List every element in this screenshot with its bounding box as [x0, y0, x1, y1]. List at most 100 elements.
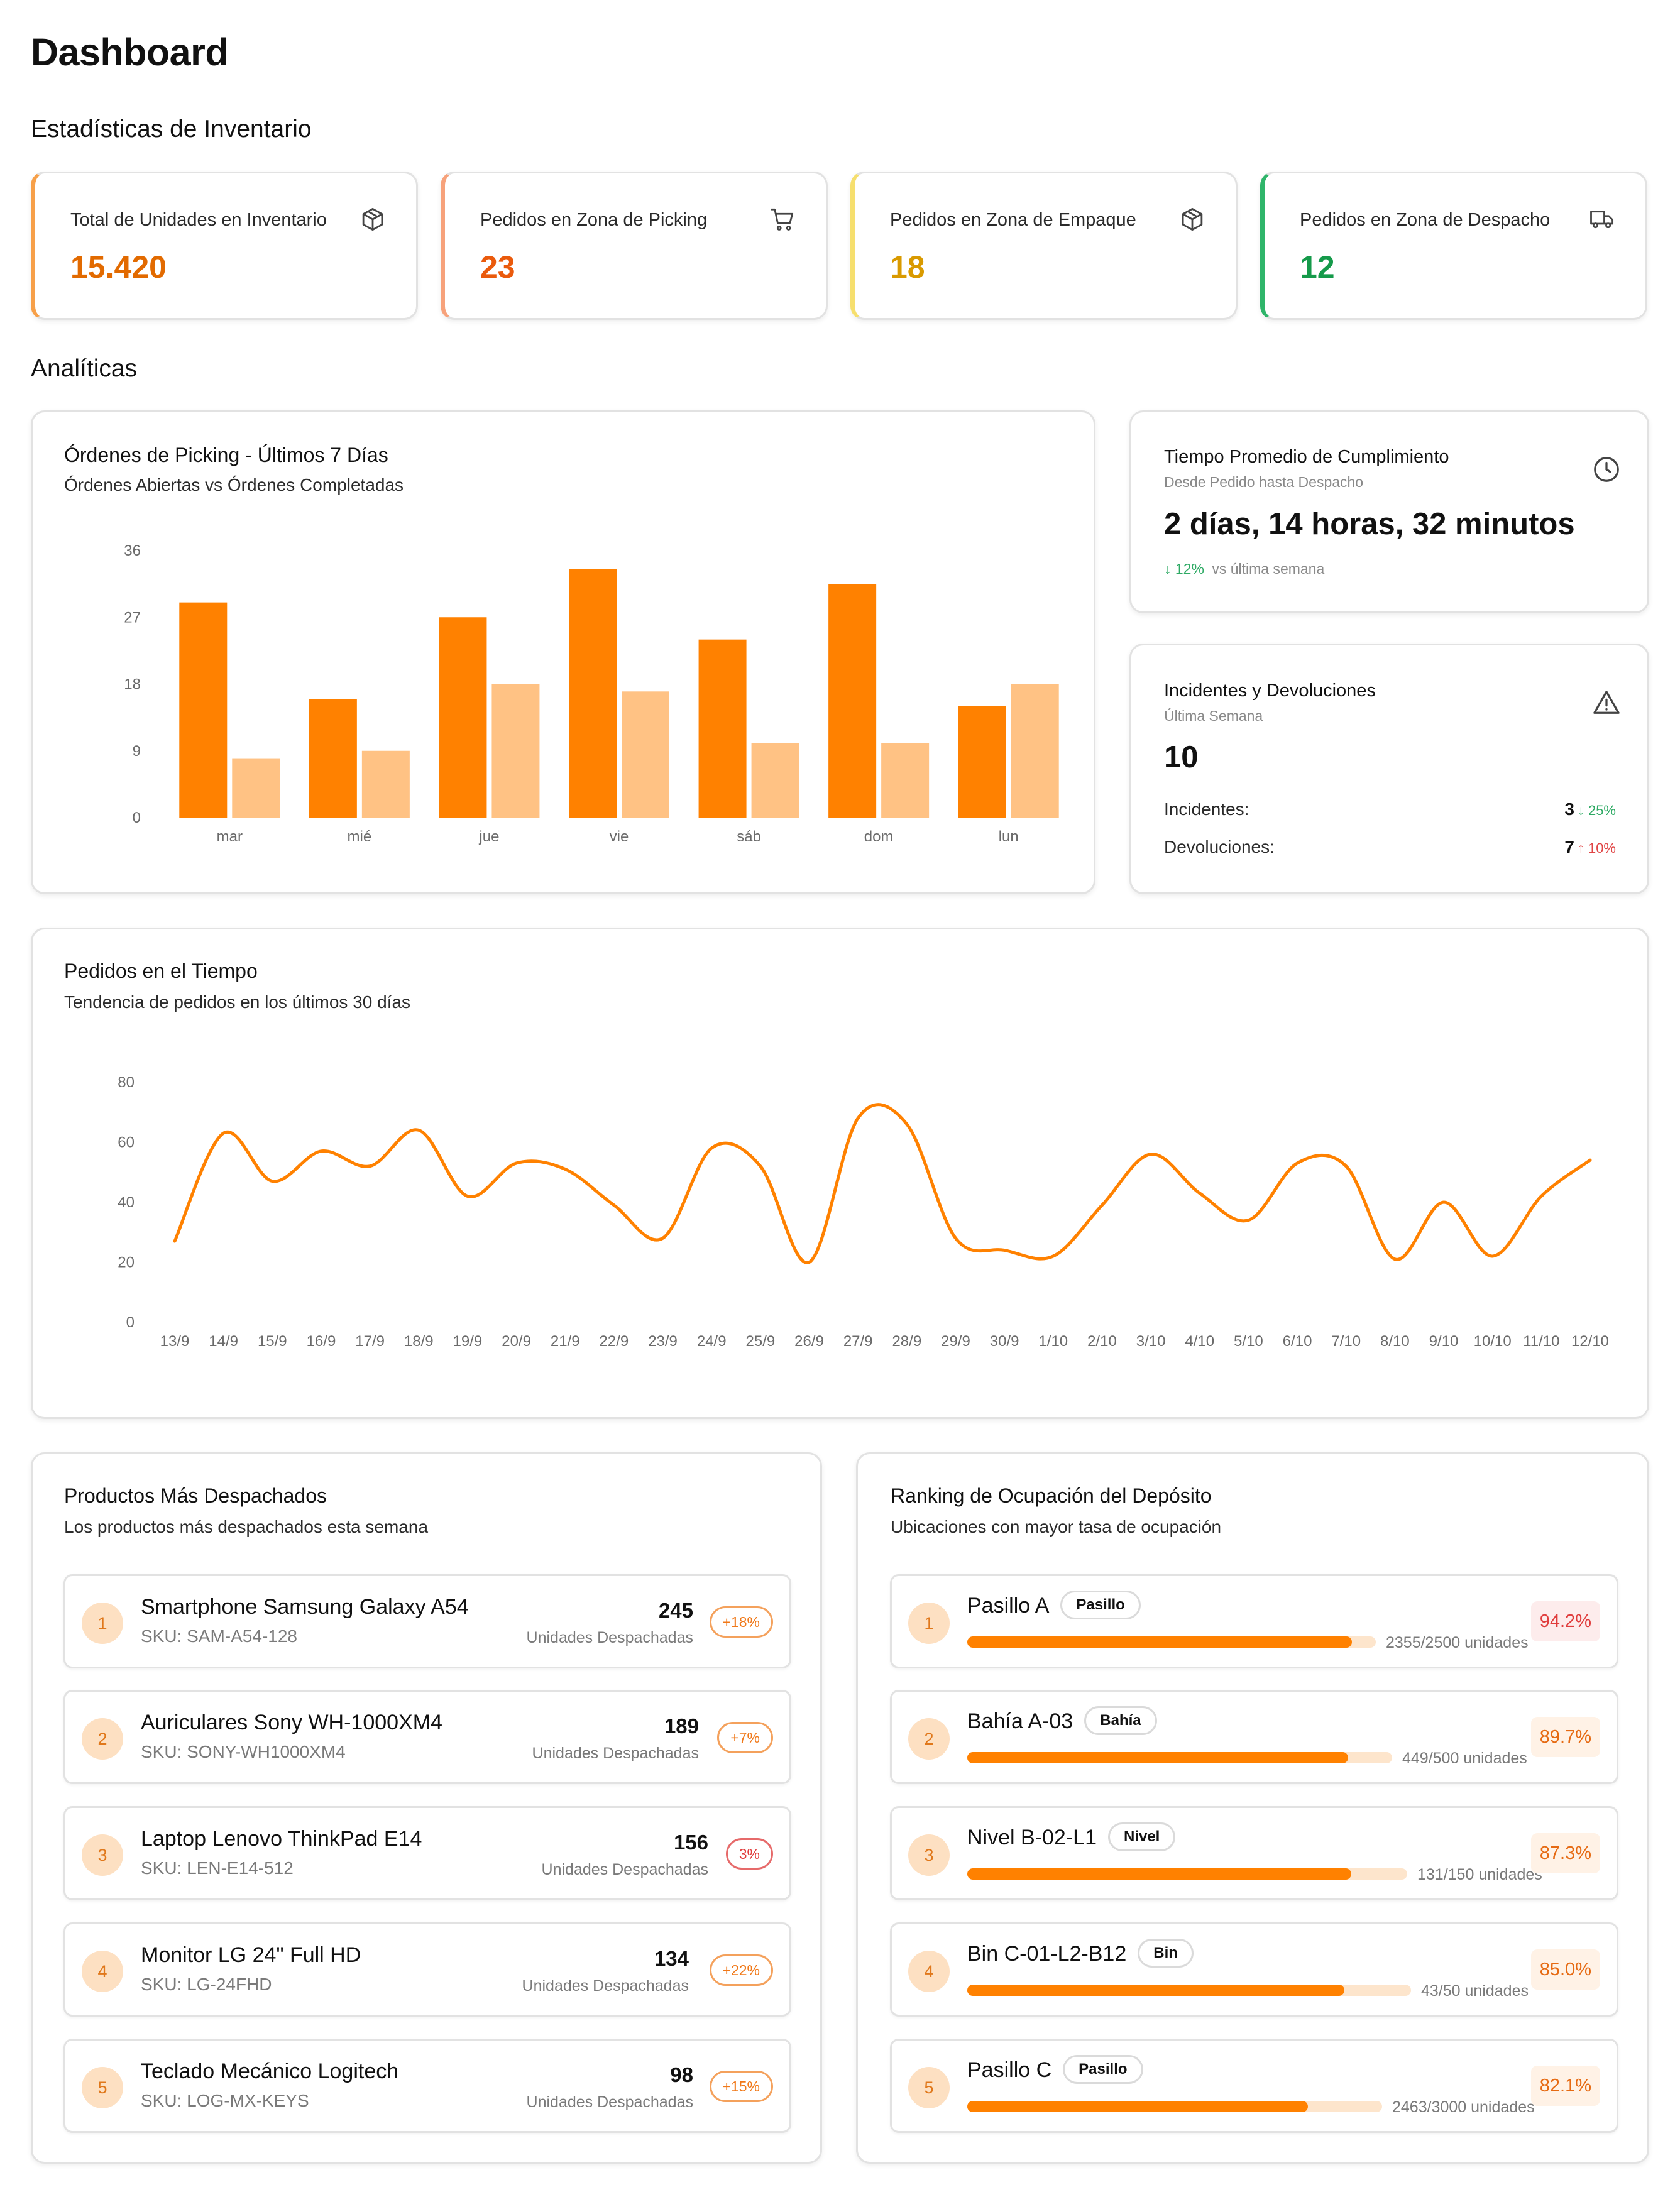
units-count: 189 — [664, 1714, 699, 1738]
bar — [361, 750, 410, 818]
fulfillment-title: Tiempo Promedio de Cumplimiento — [1164, 447, 1449, 467]
x-tick-label: 19/9 — [453, 1333, 483, 1350]
x-tick-label: 21/9 — [551, 1333, 580, 1350]
x-tick-label: 13/9 — [160, 1333, 190, 1350]
incidents-title: Incidentes y Devoluciones — [1164, 681, 1376, 701]
rank-badge: 1 — [908, 1603, 950, 1644]
y-tick-label: 36 — [124, 542, 141, 559]
x-tick-label: 12/10 — [1571, 1333, 1609, 1350]
list-item[interactable]: 1 Pasillo A Pasillo 2355/2500 unidades 94… — [890, 1574, 1618, 1668]
x-tick-label: 25/9 — [746, 1333, 776, 1350]
analytics-heading: Analíticas — [31, 355, 138, 382]
change-badge: 3% — [725, 1838, 773, 1870]
incidents-subtitle: Última Semana — [1164, 708, 1263, 724]
x-tick-label: 3/10 — [1136, 1333, 1166, 1350]
bar — [1011, 684, 1059, 818]
change-badge: +22% — [709, 1954, 773, 1986]
x-tick-label: lun — [999, 828, 1019, 845]
stat-card-picking[interactable]: Pedidos en Zona de Picking 23 — [441, 172, 828, 320]
x-tick-label: 27/9 — [843, 1333, 873, 1350]
list-item[interactable]: 4 Monitor LG 24" Full HD SKU: LG-24FHD 1… — [63, 1922, 791, 2017]
x-tick-label: 7/10 — [1331, 1333, 1361, 1350]
stat-card-total-units[interactable]: Total de Unidades en Inventario 15.420 — [31, 172, 418, 320]
units-label: Unidades Despachadas — [526, 2093, 693, 2111]
x-tick-label: 29/9 — [941, 1333, 970, 1350]
list-item[interactable]: 3 Nivel B-02-L1 Nivel 131/150 unidades 87… — [890, 1806, 1618, 1900]
stat-label: Pedidos en Zona de Empaque — [890, 210, 1136, 230]
x-tick-label: mar — [217, 828, 243, 845]
occupancy-bar-fill — [967, 1636, 1353, 1648]
x-tick-label: dom — [864, 828, 894, 845]
incidents-change: ↓ 25% — [1577, 803, 1616, 818]
package-icon — [1182, 207, 1203, 231]
x-tick-label: jue — [478, 828, 499, 845]
change-badge: +15% — [709, 2071, 773, 2102]
x-tick-label: 22/9 — [600, 1333, 629, 1350]
chart-title: Pedidos en el Tiempo — [64, 960, 258, 982]
stat-value: 23 — [480, 249, 515, 285]
product-name: Teclado Mecánico Logitech — [141, 2059, 399, 2083]
location-type-tag: Pasillo — [1063, 2055, 1143, 2084]
x-tick-label: 11/10 — [1523, 1333, 1559, 1350]
rank-badge: 1 — [82, 1603, 123, 1644]
x-tick-label: 17/9 — [355, 1333, 385, 1350]
occupancy-bar-fill — [967, 1868, 1352, 1880]
bar — [958, 706, 1006, 818]
bar — [622, 691, 669, 818]
box-icon — [362, 207, 383, 231]
stat-card-dispatch[interactable]: Pedidos en Zona de Despacho 12 — [1260, 172, 1647, 320]
x-tick-label: 14/9 — [209, 1333, 238, 1350]
stat-value: 15.420 — [70, 249, 167, 285]
returns-label: Devoluciones: — [1164, 837, 1275, 857]
list-item[interactable]: 2 Auriculares Sony WH-1000XM4 SKU: SONY-… — [63, 1690, 791, 1784]
x-tick-label: 23/9 — [648, 1333, 678, 1350]
returns-change: ↑ 10% — [1577, 840, 1616, 856]
returns-value: 7 — [1564, 837, 1574, 857]
list-item[interactable]: 3 Laptop Lenovo ThinkPad E14 SKU: LEN-E1… — [63, 1806, 791, 1900]
y-tick-label: 80 — [118, 1074, 135, 1091]
rank-badge: 3 — [82, 1834, 123, 1876]
list-item[interactable]: 5 Teclado Mecánico Logitech SKU: LOG-MX-… — [63, 2039, 791, 2133]
incidents-label: Incidentes: — [1164, 799, 1249, 819]
picking-bar-chart: 0 9 18 27 36 mar mié jue vie sáb dom lun — [124, 542, 1059, 845]
stat-label: Pedidos en Zona de Despacho — [1300, 210, 1551, 230]
units-count: 156 — [673, 1831, 708, 1854]
list-item[interactable]: 2 Bahía A-03 Bahía 449/500 unidades 89.7% — [890, 1690, 1618, 1784]
bar — [232, 758, 280, 818]
x-tick-label: 16/9 — [307, 1333, 336, 1350]
x-tick-label: 4/10 — [1185, 1333, 1214, 1350]
list-item[interactable]: 5 Pasillo C Pasillo 2463/3000 unidades 82… — [890, 2039, 1618, 2133]
picking-chart-card: Órdenes de Picking - Últimos 7 Días Órde… — [31, 410, 1095, 894]
product-name: Laptop Lenovo ThinkPad E14 — [141, 1827, 422, 1851]
y-tick-label: 27 — [124, 609, 141, 626]
stat-value: 12 — [1300, 249, 1335, 285]
location-name: Bahía A-03 — [967, 1709, 1073, 1733]
product-name: Smartphone Samsung Galaxy A54 — [141, 1595, 469, 1619]
fulfillment-card: Tiempo Promedio de Cumplimiento Desde Pe… — [1129, 410, 1649, 613]
chart-subtitle: Órdenes Abiertas vs Órdenes Completadas — [64, 475, 404, 495]
stat-card-packing[interactable]: Pedidos en Zona de Empaque 18 — [850, 172, 1238, 320]
bar — [569, 569, 617, 818]
location-type-tag: Bin — [1138, 1939, 1194, 1968]
product-sku: SKU: LEN-E14-512 — [141, 1858, 294, 1878]
y-tick-label: 0 — [133, 809, 141, 826]
cart-icon — [771, 208, 794, 231]
fulfillment-subtitle: Desde Pedido hasta Despacho — [1164, 474, 1364, 490]
occupancy-bar — [967, 2101, 1382, 2112]
product-sku: SKU: LOG-MX-KEYS — [141, 2091, 309, 2110]
change-badge: +18% — [709, 1606, 773, 1638]
list-item[interactable]: 4 Bin C-01-L2-B12 Bin 43/50 unidades 85.0… — [890, 1922, 1618, 2017]
list-item[interactable]: 1 Smartphone Samsung Galaxy A54 SKU: SAM… — [63, 1574, 791, 1668]
y-tick-label: 60 — [118, 1134, 135, 1151]
x-tick-label: 5/10 — [1234, 1333, 1263, 1350]
rank-badge: 4 — [82, 1951, 123, 1992]
units-count: 134 — [654, 1947, 689, 1970]
fulfillment-change-note: vs última semana — [1212, 561, 1325, 577]
occupancy-units: 2355/2500 unidades — [1386, 1634, 1529, 1652]
bar — [828, 584, 877, 818]
page-title: Dashboard — [31, 31, 229, 74]
occupancy-bar-fill — [967, 1985, 1345, 1996]
units-count: 245 — [658, 1599, 693, 1622]
x-tick-label: 9/10 — [1429, 1333, 1459, 1350]
stat-label: Total de Unidades en Inventario — [70, 210, 327, 230]
